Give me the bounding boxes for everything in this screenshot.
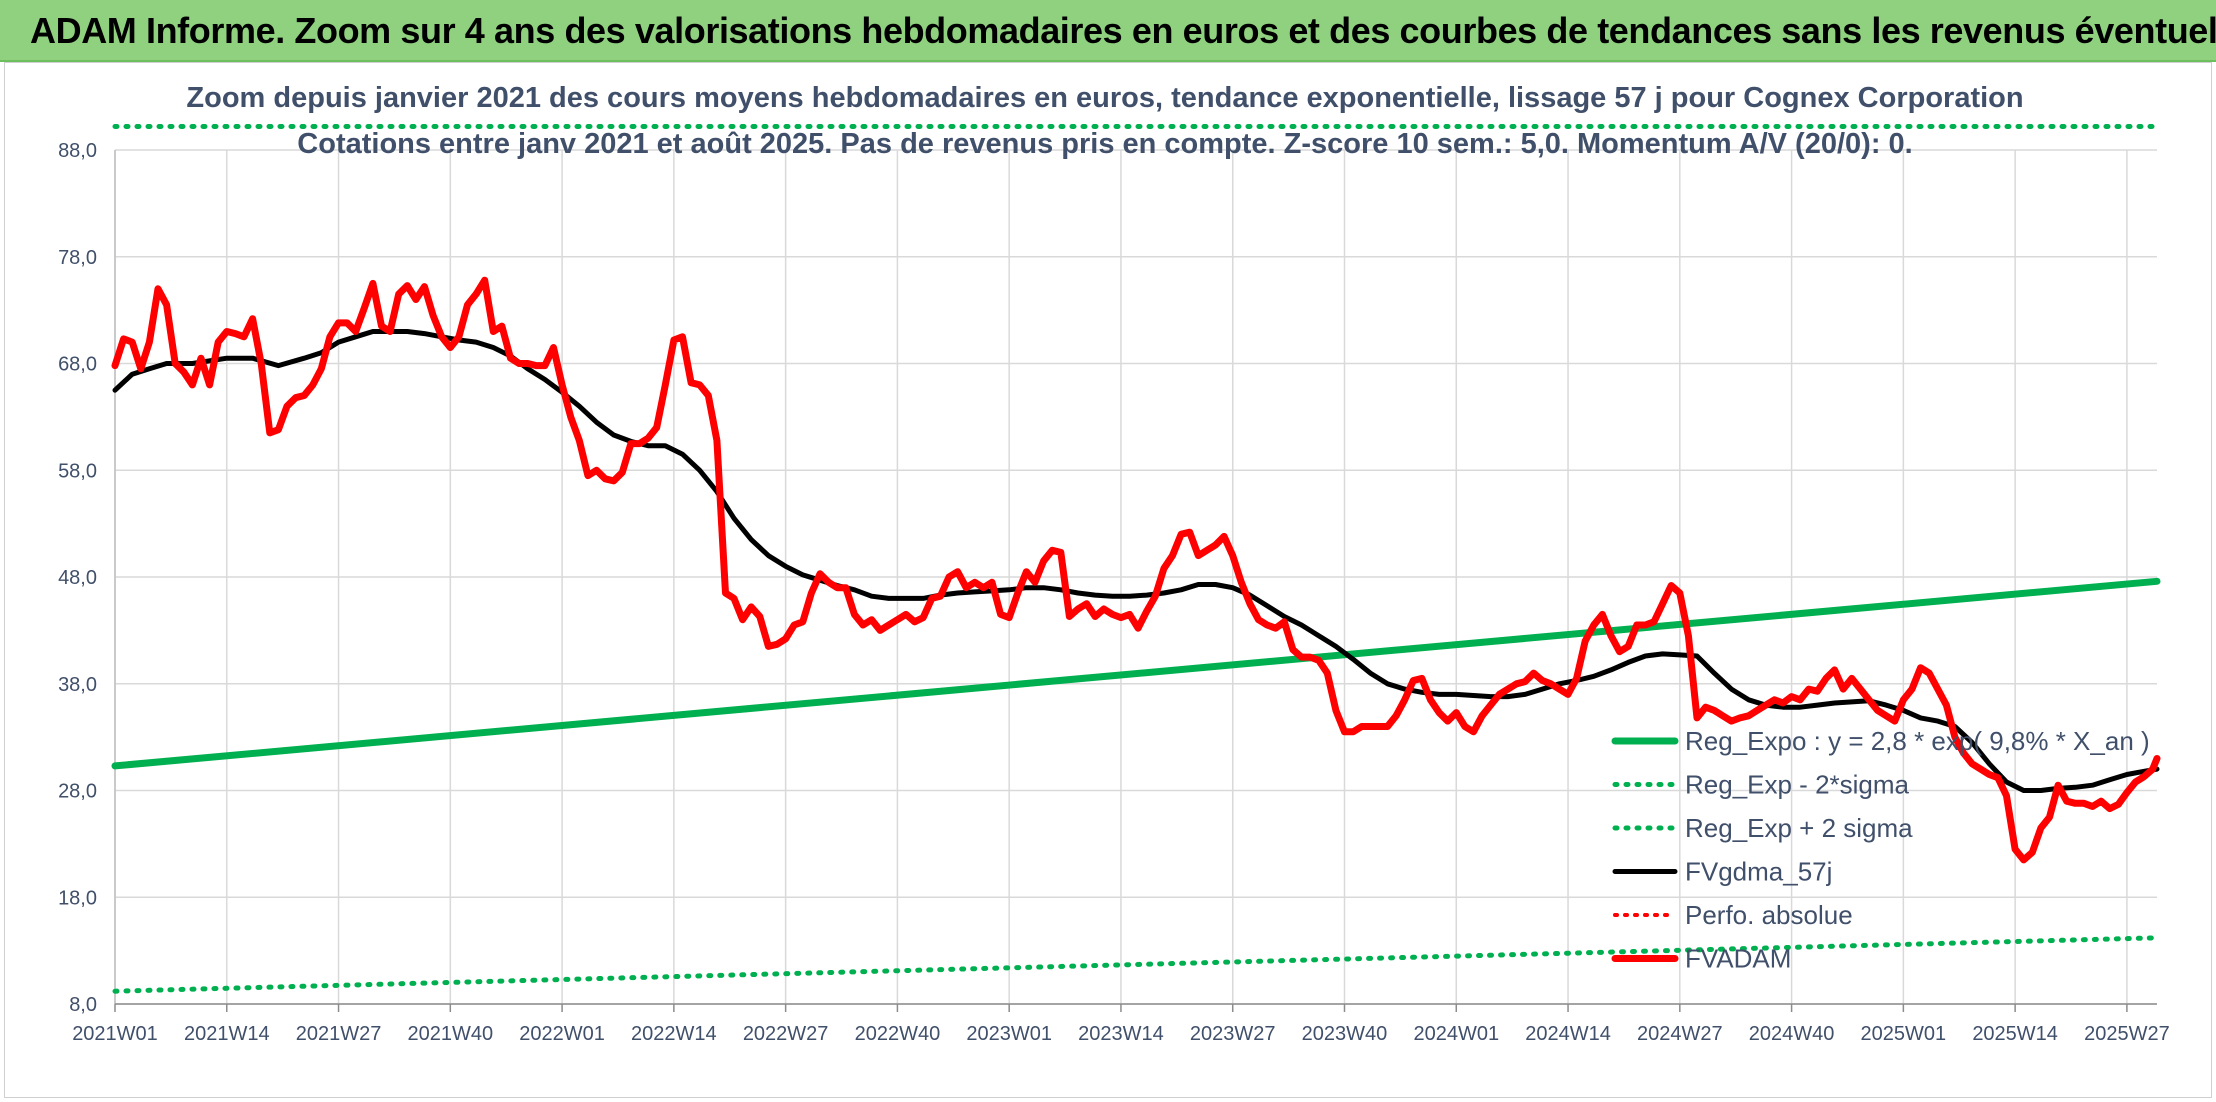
x-tick-label: 2025W01 bbox=[1861, 1023, 1947, 1045]
y-tick-label: 78,0 bbox=[58, 247, 97, 269]
x-tick-label: 2023W27 bbox=[1190, 1023, 1276, 1045]
series-line-1 bbox=[112, 935, 2160, 994]
x-tick-label: 2021W27 bbox=[296, 1023, 382, 1045]
x-tick-label: 2024W14 bbox=[1525, 1023, 1611, 1045]
x-tick-label: 2023W01 bbox=[966, 1023, 1052, 1045]
x-tick-label: 2021W40 bbox=[408, 1023, 494, 1045]
series-line-0 bbox=[111, 577, 2161, 770]
series-line-5 bbox=[111, 276, 2161, 864]
y-tick-label: 38,0 bbox=[58, 674, 97, 696]
legend-label-5: FVADAM bbox=[1685, 944, 1791, 974]
y-tick-label: 18,0 bbox=[58, 887, 97, 909]
x-tick-label: 2024W40 bbox=[1749, 1023, 1835, 1045]
legend-label-2: Reg_Exp + 2 sigma bbox=[1685, 813, 1913, 843]
x-tick-label: 2023W40 bbox=[1302, 1023, 1388, 1045]
chart: 88,0 78,0 68,0 58,0 48,0 38,0 28,0 18,0 8,0 2021… bbox=[58, 68, 2170, 1045]
legend-label-0: Reg_Expo : y = 2,8 * exp( 9,8% * X_an ) bbox=[1685, 726, 2150, 756]
grid bbox=[114, 149, 2157, 1005]
series-lines bbox=[111, 124, 2161, 994]
report-banner: ADAM Informe. Zoom sur 4 ans des valoris… bbox=[0, 0, 2216, 62]
chart-subtitle: Cotations entre janv 2021 et août 2025. … bbox=[297, 128, 1912, 160]
x-tick-label: 2021W14 bbox=[184, 1023, 270, 1045]
x-tick-label: 2022W40 bbox=[855, 1023, 941, 1045]
chart-title: Zoom depuis janvier 2021 des cours moyen… bbox=[186, 82, 2023, 114]
y-tick-label: 88,0 bbox=[58, 140, 97, 162]
y-tick-label: 48,0 bbox=[58, 567, 97, 589]
x-tick-label: 2022W27 bbox=[743, 1023, 829, 1045]
legend: Reg_Expo : y = 2,8 * exp( 9,8% * X_an ) R… bbox=[1611, 726, 2150, 974]
y-axis: 88,0 78,0 68,0 58,0 48,0 38,0 28,0 18,0 8,0 bbox=[58, 140, 116, 1016]
x-tick-label: 2021W01 bbox=[72, 1023, 158, 1045]
x-tick-label: 2025W27 bbox=[2084, 1023, 2170, 1045]
x-tick-label: 2022W01 bbox=[519, 1023, 605, 1045]
legend-label-3: FVgdma_57j bbox=[1685, 857, 1832, 887]
x-tick-label: 2024W01 bbox=[1413, 1023, 1499, 1045]
banner-title: ADAM Informe. Zoom sur 4 ans des valoris… bbox=[30, 10, 2216, 51]
y-tick-label: 58,0 bbox=[58, 460, 97, 482]
legend-label-4: Perfo. absolue bbox=[1685, 900, 1853, 930]
x-tick-label: 2024W27 bbox=[1637, 1023, 1723, 1045]
x-tick-label: 2025W14 bbox=[1972, 1023, 2058, 1045]
x-tick-label: 2022W14 bbox=[631, 1023, 717, 1045]
x-tick-label: 2023W14 bbox=[1078, 1023, 1164, 1045]
y-tick-label: 68,0 bbox=[58, 354, 97, 376]
series-line-3 bbox=[112, 329, 2160, 793]
y-tick-label: 28,0 bbox=[58, 781, 97, 803]
y-tick-label: 8,0 bbox=[69, 994, 97, 1016]
x-axis: 2021W01 2021W14 2021W27 2021W40 2022W01 2022W… bbox=[72, 1003, 2170, 1045]
legend-label-1: Reg_Exp - 2*sigma bbox=[1685, 770, 1910, 800]
title-backdrop bbox=[315, 68, 1895, 178]
chart-frame: 88,0 78,0 68,0 58,0 48,0 38,0 28,0 18,0 8,0 2021… bbox=[4, 62, 2212, 1098]
